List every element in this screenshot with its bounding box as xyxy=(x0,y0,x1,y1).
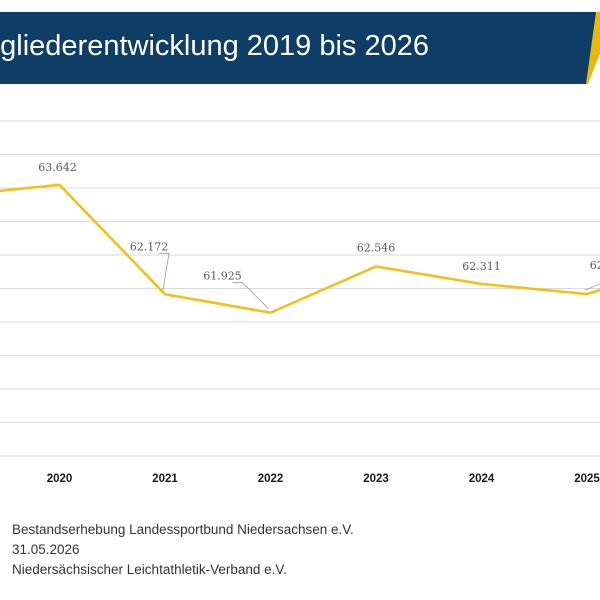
data-label-leader xyxy=(232,282,269,309)
data-label: 61.925 xyxy=(203,270,242,283)
x-tick-label: 2020 xyxy=(47,473,73,485)
series-line xyxy=(0,183,600,315)
x-tick-label: 2021 xyxy=(152,473,178,485)
x-tick-label: 2024 xyxy=(469,473,495,485)
data-label: 62.176 xyxy=(590,259,600,272)
x-tick-labels: 2020 2021 2022 2023 2024 2025 xyxy=(47,473,600,485)
data-label: 62.546 xyxy=(357,241,396,254)
data-label-leader xyxy=(584,283,600,291)
chart-title-text: tgliederentwicklung 2019 bis 2026 xyxy=(0,30,429,62)
footer-notes: Bestandserhebung Landessportbund Nieders… xyxy=(12,520,354,580)
data-label: 62.311 xyxy=(462,260,501,273)
data-labels: 63.642 62.172 61.925 62.546 62.311 62.176 xyxy=(38,161,600,309)
chart-title: tgliederentwicklung 2019 bis 2026 xyxy=(0,26,560,66)
data-label: 63.642 xyxy=(38,161,77,174)
x-tick-label: 2022 xyxy=(258,473,284,485)
footer-organization: Niedersächsischer Leichtathletik-Verband… xyxy=(12,562,287,577)
series-line-path xyxy=(0,183,600,315)
header-notch xyxy=(588,54,600,84)
data-label: 62.172 xyxy=(130,240,169,253)
footer-source: Bestandserhebung Landessportbund Nieders… xyxy=(12,522,354,537)
header-banner xyxy=(0,12,600,84)
x-tick-label: 2023 xyxy=(363,473,389,485)
x-tick-label: 2025 xyxy=(574,473,600,485)
grid-lines xyxy=(0,120,600,457)
data-label-leader xyxy=(159,252,170,291)
footer-date: 31.05.2026 xyxy=(12,542,80,557)
